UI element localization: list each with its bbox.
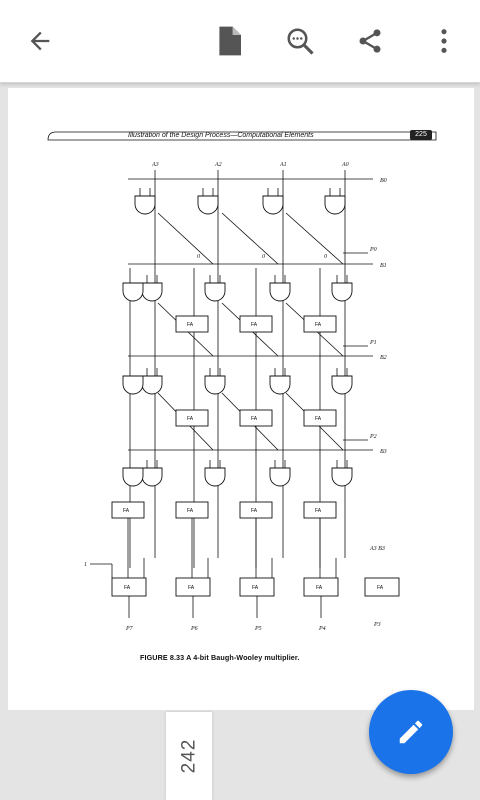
- fa-block-2-0: [111, 501, 145, 519]
- label-a3: A3: [151, 162, 159, 168]
- page-header-text: Illustration of the Design Process—Compu…: [128, 132, 314, 139]
- label-b3: B3: [380, 449, 387, 455]
- diagonal-wire-2: [285, 212, 344, 265]
- back-arrow-icon: [30, 31, 50, 51]
- and-gate-left-2: [122, 375, 144, 395]
- fa-block-0-1: [239, 315, 273, 333]
- fa-block-1-0-label: FA: [187, 416, 194, 422]
- fa-final-3: [303, 577, 339, 597]
- label-p6: P6: [190, 626, 198, 632]
- multiplier-diagram: A3 A2 A1 A0 B0 B1 B2 B3 0 0 0 FA FA FA FA FA FA FA FA FA FA F…: [47, 131, 437, 632]
- share-button[interactable]: [346, 17, 394, 65]
- fa-final-3-label: FA: [316, 585, 323, 591]
- fa-final-4: [364, 577, 400, 597]
- edit-fab-button[interactable]: [369, 690, 453, 774]
- search-page-icon: [287, 28, 314, 55]
- and-gate-3-2: [269, 467, 291, 487]
- search-page-button[interactable]: [276, 17, 324, 65]
- and-gate-0-0: [134, 195, 156, 215]
- and-gate-0-1: [197, 195, 219, 215]
- fa-block-0-2: [303, 315, 337, 333]
- and-gate-3-3: [331, 467, 353, 487]
- diagonal-wire-1: [221, 212, 279, 265]
- more-vert-icon: [441, 29, 447, 53]
- fa-block-2-2-label: FA: [251, 508, 258, 514]
- label-p5: P5: [254, 626, 262, 632]
- fa-block-2-3: [303, 501, 337, 519]
- label-p4: P4: [318, 625, 326, 632]
- fa-block-0-0-label: FA: [187, 322, 194, 328]
- and-gate-2-0: [141, 375, 163, 395]
- fa-block-1-0: [175, 409, 209, 427]
- and-gate-1-3: [331, 282, 353, 302]
- back-button[interactable]: [16, 17, 64, 65]
- and-gate-2-2: [269, 375, 291, 395]
- and-gate-0-3: [324, 195, 346, 215]
- fa-block-2-0-label: FA: [123, 508, 130, 514]
- fa-block-2-2: [239, 501, 273, 519]
- fa-block-2-1-label: FA: [187, 508, 194, 514]
- label-p0: P0: [369, 247, 377, 253]
- and-gate-3-0: [141, 467, 163, 487]
- page-indicator-tab[interactable]: 242: [166, 712, 212, 800]
- diagonal-wire-0: [157, 212, 214, 265]
- label-b2: B2: [380, 355, 387, 361]
- label-p7: P7: [125, 626, 134, 632]
- label-p2: P2: [369, 434, 377, 440]
- fa-final-2-label: FA: [252, 585, 259, 591]
- label-b1: B1: [380, 263, 387, 269]
- fa-block-0-2-label: FA: [315, 322, 322, 328]
- document-button[interactable]: [205, 17, 253, 65]
- and-gate-2-3: [331, 375, 353, 395]
- share-icon: [359, 29, 381, 53]
- label-a3b3: A3 B3: [369, 546, 385, 552]
- and-gate-3-1: [204, 467, 226, 487]
- fa-final-0: [111, 577, 147, 597]
- and-gate-1-0: [141, 282, 163, 302]
- fa-block-1-1: [239, 409, 273, 427]
- page-number-badge: 225: [410, 130, 432, 140]
- fa-block-2-3-label: FA: [315, 508, 322, 514]
- fa-final-4-label: FA: [377, 585, 384, 591]
- input-one-label: 1: [84, 562, 87, 568]
- zero-input-1: 0: [262, 254, 265, 260]
- label-a0: A0: [341, 162, 349, 168]
- and-gate-0-2: [262, 195, 284, 215]
- and-gate-left-3: [122, 467, 144, 487]
- fa-block-2-1: [175, 501, 209, 519]
- zero-input-0: 0: [197, 254, 200, 260]
- document-page: A3 A2 A1 A0 B0 B1 B2 B3 0 0 0 FA FA FA FA FA FA FA FA FA FA F…: [8, 88, 474, 710]
- figure-caption: FIGURE 8.33 A 4-bit Baugh-Wooley multipl…: [140, 653, 300, 662]
- and-gate-2-1: [204, 375, 226, 395]
- edit-pencil-icon: [399, 720, 423, 744]
- label-b0: B0: [380, 178, 387, 184]
- fa-final-1: [175, 577, 211, 597]
- page-indicator-label: 242: [177, 738, 199, 774]
- fa-block-1-1-label: FA: [251, 416, 258, 422]
- header-rule: [47, 131, 437, 141]
- fa-block-1-2: [303, 409, 337, 427]
- fa-final-2: [239, 577, 275, 597]
- more-options-button[interactable]: [420, 17, 468, 65]
- fa-block-0-1-label: FA: [251, 322, 258, 328]
- label-p3: P3: [373, 622, 381, 628]
- and-gate-1-1: [204, 282, 226, 302]
- and-gate-left-1: [122, 282, 144, 302]
- zero-input-2: 0: [324, 254, 327, 260]
- fa-final-1-label: FA: [188, 585, 195, 591]
- label-a1: A1: [279, 162, 287, 168]
- fa-block-0-0: [175, 315, 209, 333]
- top-toolbar: [0, 0, 480, 83]
- fa-block-1-2-label: FA: [315, 416, 322, 422]
- and-gate-1-2: [269, 282, 291, 302]
- label-a2: A2: [214, 162, 222, 168]
- label-p1: P1: [369, 340, 377, 346]
- document-icon: [219, 26, 241, 56]
- fa-final-0-label: FA: [124, 585, 131, 591]
